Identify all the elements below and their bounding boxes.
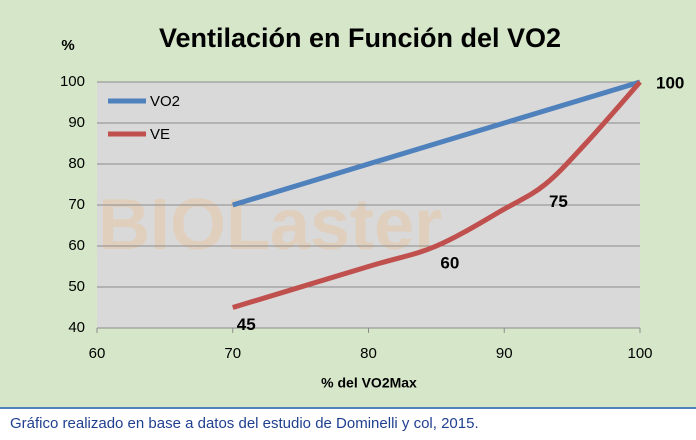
x-tick-label: 80 [360, 345, 377, 362]
footer-rule [0, 407, 696, 409]
x-tick-label: 100 [627, 345, 652, 362]
y-axis-label: % [61, 37, 74, 54]
watermark: BIOLaster [98, 185, 442, 265]
legend-label: VE [150, 126, 170, 143]
x-axis-label: % del VO2Max [321, 375, 417, 391]
series-line [232, 79, 641, 208]
data-label: 100 [656, 73, 684, 92]
data-label: 60 [440, 253, 459, 272]
x-tick-label: 70 [224, 345, 241, 362]
data-label: 75 [549, 192, 568, 211]
y-tick-label: 100 [60, 73, 85, 90]
y-tick-label: 80 [68, 155, 85, 172]
y-tick-label: 50 [68, 278, 85, 295]
y-tick-label: 60 [68, 237, 85, 254]
y-tick-label: 90 [68, 114, 85, 131]
legend-label: VO2 [150, 93, 180, 110]
x-tick-label: 60 [89, 345, 106, 362]
data-label: 45 [237, 315, 256, 334]
y-tick-label: 70 [68, 196, 85, 213]
x-tick-label: 90 [496, 345, 513, 362]
chart-title: Ventilación en Función del VO2 [159, 23, 561, 53]
footer-band [0, 408, 696, 440]
y-tick-label: 40 [68, 319, 85, 336]
footnote: Gráfico realizado en base a datos del es… [10, 415, 479, 432]
series-line [232, 80, 642, 310]
